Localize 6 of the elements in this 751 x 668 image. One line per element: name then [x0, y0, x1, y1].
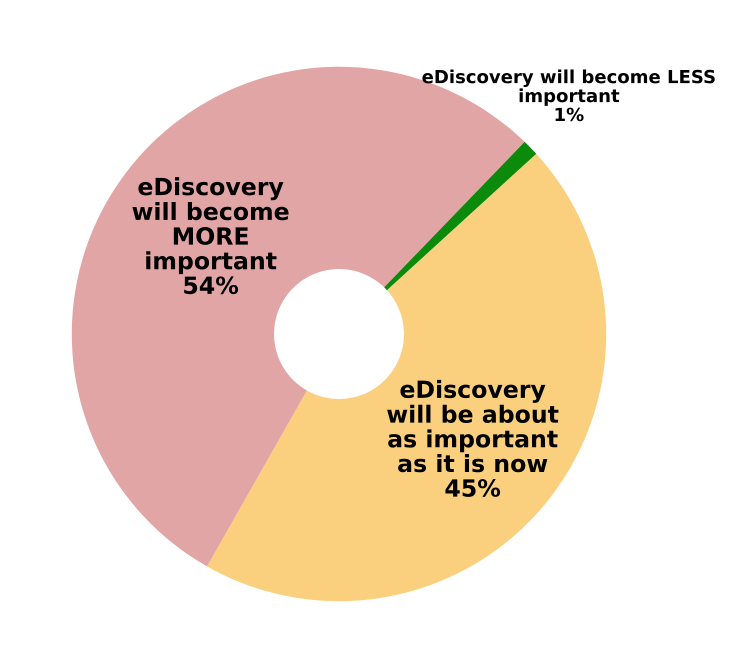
- data-label: 45%: [445, 479, 500, 497]
- slice-label: eDiscovery will become LESS important: [422, 69, 715, 106]
- data-label: 1%: [556, 108, 584, 122]
- data-label: 54%: [184, 276, 238, 294]
- slice-label: eDiscovery will become MORE important: [132, 177, 289, 274]
- slice-label: eDiscovery will be about as important as it is now: [387, 380, 558, 472]
